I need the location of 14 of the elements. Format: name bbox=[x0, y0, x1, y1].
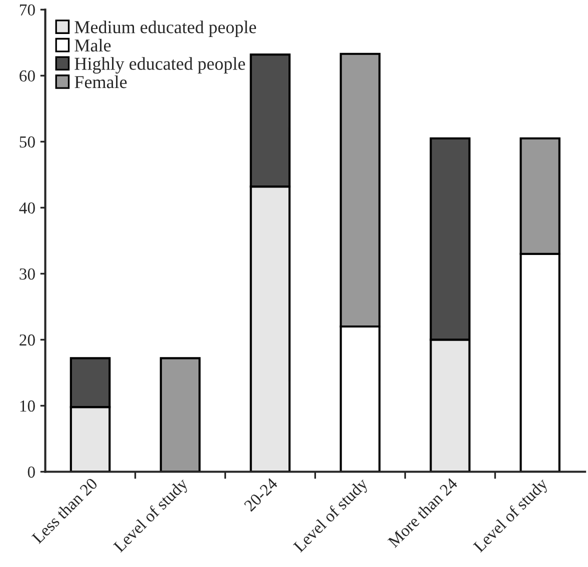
legend-label: Medium educated people bbox=[74, 20, 256, 37]
y-tick-label: 70 bbox=[20, 4, 35, 16]
x-tick-label: Less than 20 bbox=[31, 477, 98, 544]
y-tick-label: 10 bbox=[20, 400, 35, 412]
legend-label: Highly educated people bbox=[74, 57, 246, 74]
y-tick-label: 20 bbox=[20, 334, 35, 346]
y-tick-label: 30 bbox=[20, 268, 35, 280]
y-tick-label: 40 bbox=[19, 202, 35, 214]
y-tick-label: 60 bbox=[20, 70, 35, 82]
legend-label: Female bbox=[74, 76, 127, 88]
y-tick-label: 50 bbox=[20, 136, 35, 148]
legend-label: Male bbox=[74, 38, 111, 52]
y-tick-label: 0 bbox=[28, 466, 35, 478]
bar bbox=[160, 357, 201, 472]
